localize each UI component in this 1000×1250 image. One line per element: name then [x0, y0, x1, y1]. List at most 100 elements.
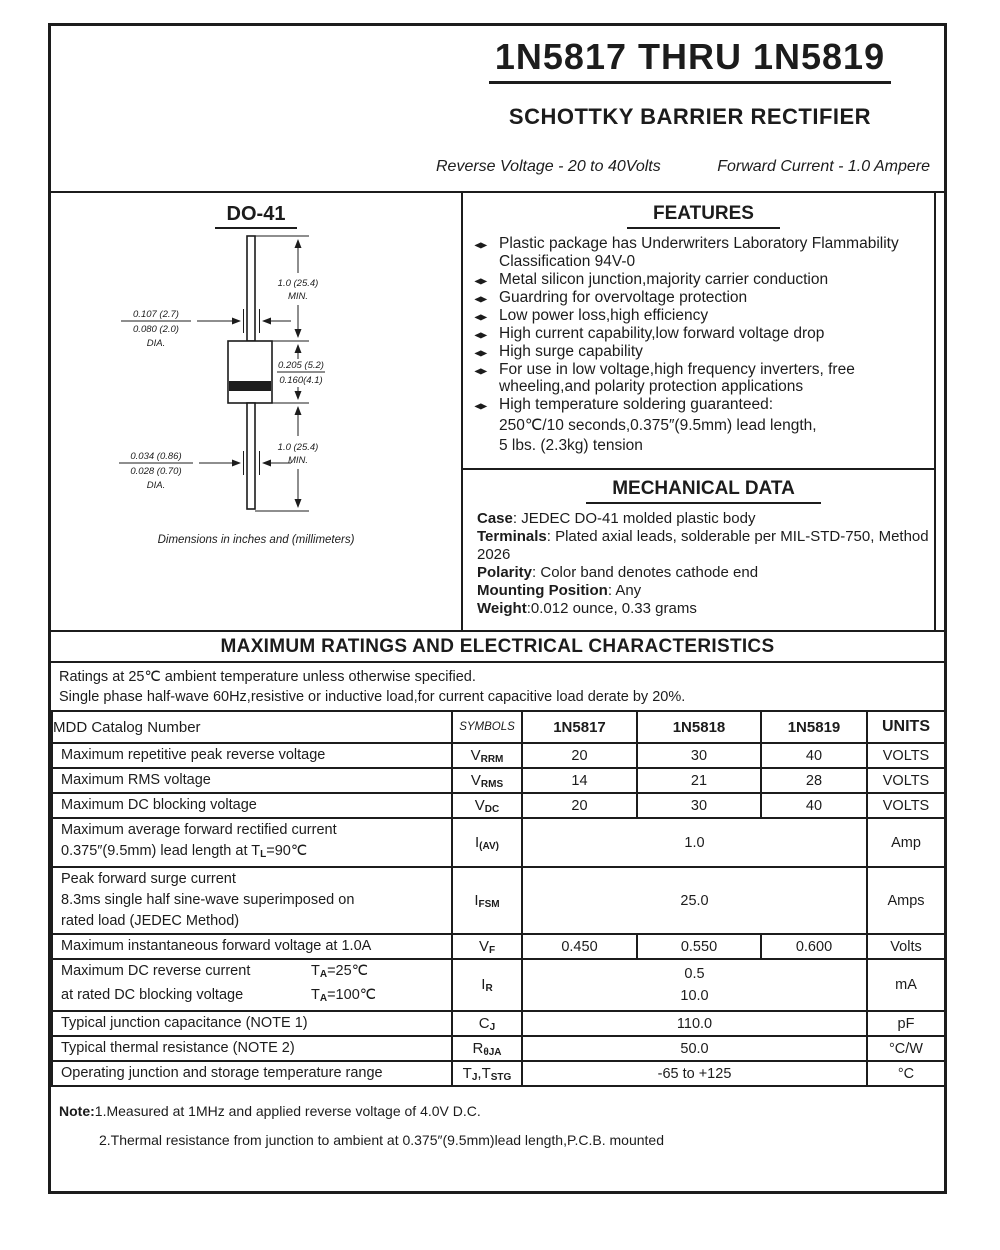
value-cell: 28 [760, 767, 868, 794]
mechanical-data-title-text: MECHANICAL DATA [586, 478, 821, 504]
symbol-cell: VDC [451, 792, 523, 819]
characteristic-label-line: Typical junction capacitance (NOTE 1) [61, 1015, 308, 1031]
features-title-text: FEATURES [627, 203, 780, 229]
mechanical-data-term: Weight [477, 600, 527, 617]
value-cell: 14 [521, 767, 638, 794]
feature-text: For use in low voltage,high frequency in… [499, 360, 855, 396]
col-header-1n5818: 1N5818 [636, 710, 762, 744]
mechanical-data-list: Case: JEDEC DO-41 molded plastic body Ter… [477, 510, 930, 618]
mechanical-data-term: Mounting Position [477, 582, 608, 599]
characteristic-label: Maximum DC blocking voltage [51, 792, 453, 819]
tagline-forward-current: Forward Current - 1.0 Ampere [717, 158, 930, 175]
characteristic-label-line: Maximum average forward rectified curren… [61, 822, 337, 838]
label-condition-left: at rated DC blocking voltage [61, 987, 244, 1003]
mechanical-data-line: Case: JEDEC DO-41 molded plastic body [477, 510, 930, 528]
characteristic-label: Operating junction and storage temperatu… [51, 1060, 453, 1087]
characteristic-label: Typical junction capacitance (NOTE 1) [51, 1010, 453, 1037]
feature-item: ◆ Plastic package has Underwriters Labora… [474, 235, 930, 270]
note-line-2: 2.Thermal resistance from junction to am… [99, 1132, 664, 1148]
symbol-cell: IR [451, 958, 523, 1012]
symbol-cell: RθJA [451, 1035, 523, 1062]
top-lead-dia-label: DIA. [147, 338, 165, 349]
page-subtitle: SCHOTTKY BARRIER RECTIFIER [508, 104, 872, 129]
value-cell: 0.450 [521, 933, 638, 960]
mechanical-data-term: Polarity [477, 564, 533, 581]
tagline: Reverse Voltage - 20 to 40Volts Forward … [436, 158, 944, 176]
characteristic-label-line: Maximum repetitive peak reverse voltage [61, 747, 326, 763]
top-lead-dia-max: 0.107 (2.7) [133, 309, 179, 320]
value-cell-span: 25.0 [521, 866, 868, 935]
feature-item: ◆ High surge capability [474, 343, 930, 361]
feature-extra-line: 5 lbs. (2.3kg) tension [499, 437, 643, 454]
features-list: ◆ Plastic package has Underwriters Labora… [474, 235, 930, 455]
value-cell-span: -65 to +125 [521, 1060, 868, 1087]
table-row: Peak forward surge current 8.3ms single h… [51, 866, 946, 935]
characteristic-label: Maximum average forward rectified curren… [51, 817, 453, 868]
feature-text: High current capability,low forward volt… [499, 324, 825, 342]
value-cell: 30 [636, 792, 762, 819]
mechanical-data-line: Terminals: Plated axial leads, solderabl… [477, 528, 930, 564]
note-label: Note: [59, 1103, 95, 1119]
ratings-condition-line: Single phase half-wave 60Hz,resistive or… [59, 689, 686, 705]
diamond-bullet-icon: ◆ [474, 241, 488, 250]
table-row: Typical junction capacitance (NOTE 1) CJ 1… [51, 1010, 946, 1037]
mechanical-data-term: Terminals [477, 528, 547, 545]
bottom-lead-dia-label: DIA. [147, 480, 165, 491]
features-box: FEATURES ◆ Plastic package has Underwrite… [463, 193, 934, 470]
feature-item: ◆ Guardring for overvoltage protection [474, 289, 930, 307]
package-name-text: DO-41 [214, 203, 298, 229]
mechanical-data-box: MECHANICAL DATA Case: JEDEC DO-41 molded… [463, 470, 934, 630]
header-block: 1N5817 THRU 1N5819 SCHOTTKY BARRIER RECT… [51, 26, 944, 193]
diode-body [227, 340, 273, 404]
cathode-band [229, 381, 271, 391]
units-cell: pF [866, 1010, 946, 1037]
mechanical-data-value: : Any [607, 582, 642, 599]
feature-text: Metal silicon junction,majority carrier … [499, 270, 829, 288]
table-row: Typical thermal resistance (NOTE 2) RθJA 5… [51, 1035, 946, 1062]
top-lead-length-value: 1.0 (25.4) [278, 278, 319, 289]
bottom-lead-length-min: MIN. [288, 455, 308, 466]
mechanical-data-term: Case [477, 510, 513, 527]
feature-item: ◆ High current capability,low forward vol… [474, 324, 930, 343]
diamond-bullet-icon: ◆ [474, 348, 488, 358]
characteristic-label-line: Maximum instantaneous forward voltage at… [61, 938, 372, 954]
page-title: 1N5817 THRU 1N5819 [436, 36, 944, 84]
table-row: Maximum DC blocking voltage VDC 20 30 40 VOLT… [51, 792, 946, 819]
datasheet-page: 1N5817 THRU 1N5819 SCHOTTKY BARRIER RECT… [48, 23, 947, 1194]
feature-item: ◆ For use in low voltage,high frequency i… [474, 360, 930, 396]
feature-extra-line: 250℃/10 seconds,0.375″(9.5mm) lead lengt… [499, 416, 817, 434]
units-cell: °C/W [866, 1035, 946, 1062]
value-cell-span: 1.0 [521, 817, 868, 868]
units-cell: Volts [866, 933, 946, 960]
ratings-table: MDD Catalog Number SYMBOLS 1N5817 1N5818… [51, 710, 946, 1087]
label-condition-right: TA=25℃ [311, 963, 368, 980]
characteristic-label-line: 8.3ms single half sine-wave superimposed… [61, 892, 355, 908]
mechanical-data-value: :0.012 ounce, 0.33 grams [526, 600, 697, 617]
feature-item: ◆ Metal silicon junction,majority carrier… [474, 270, 930, 289]
value-cell: 0.550 [636, 933, 762, 960]
characteristic-label: Peak forward surge current 8.3ms single h… [51, 866, 453, 935]
value-cell-span: 0.5 10.0 [521, 958, 868, 1012]
middle-section: DO-41 1.0 (25.4 [51, 193, 944, 630]
symbol-cell: VF [451, 933, 523, 960]
characteristic-label-line: Maximum RMS voltage [61, 772, 211, 788]
units-cell: Amps [866, 866, 946, 935]
features-mechanical-panel: FEATURES ◆ Plastic package has Underwrite… [463, 193, 936, 630]
diamond-bullet-icon: ◆ [474, 330, 488, 340]
characteristic-label-line: Peak forward surge current [61, 871, 236, 887]
mechanical-data-line: Mounting Position: Any [477, 582, 930, 600]
value-cell: 40 [760, 742, 868, 769]
value-cell: 0.600 [760, 933, 868, 960]
package-diagram-panel: DO-41 1.0 (25.4 [51, 193, 463, 630]
symbol-cell: VRRM [451, 742, 523, 769]
ratings-table-body: Maximum repetitive peak reverse voltage V… [51, 742, 946, 1087]
diamond-bullet-icon: ◆ [474, 402, 488, 411]
top-lead-length-min: MIN. [288, 291, 308, 302]
bottom-lead-dia-min: 0.028 (0.70) [130, 466, 181, 477]
characteristic-label-line: at rated DC blocking voltage TA=100℃ [61, 985, 447, 1009]
feature-text: Low power loss,high efficiency [499, 306, 709, 324]
note-1-text: 1.Measured at 1MHz and applied reverse v… [94, 1103, 481, 1119]
symbol-cell: TJ,TSTG [451, 1060, 523, 1087]
table-row: Maximum average forward rectified curren… [51, 817, 946, 868]
col-header-symbols: SYMBOLS [451, 710, 523, 744]
